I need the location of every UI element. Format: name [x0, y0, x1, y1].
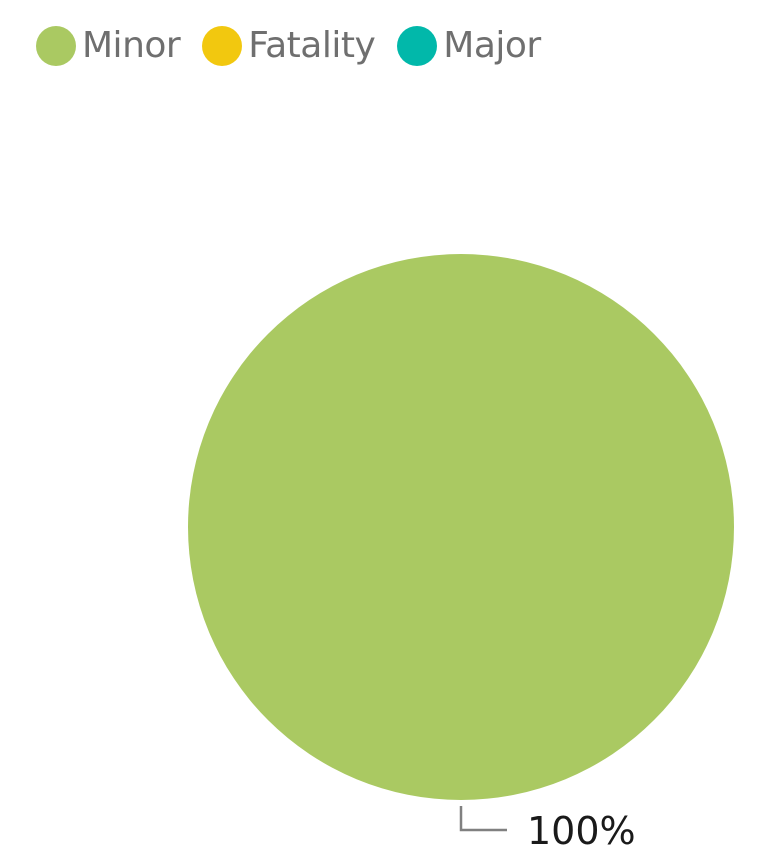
legend-swatch-fatality [202, 26, 243, 66]
legend-label-minor: Minor [82, 25, 181, 66]
legend-item-minor[interactable]: Minor [36, 22, 181, 70]
legend-swatch-major [397, 26, 438, 66]
legend-item-fatality[interactable]: Fatality [202, 22, 376, 70]
legend-item-major[interactable]: Major [397, 22, 541, 70]
pie-slices [188, 254, 734, 800]
legend-label-fatality: Fatality [248, 25, 376, 66]
legend-swatch-minor [36, 26, 76, 66]
pie-data-labels: 100% [459, 806, 636, 853]
data-label-minor: 100% [527, 809, 636, 853]
chart-legend: Minor Fatality Major [36, 22, 563, 70]
legend-label-major: Major [443, 25, 541, 66]
data-label-leader-line [459, 806, 507, 832]
pie-slice-minor[interactable] [188, 254, 734, 800]
